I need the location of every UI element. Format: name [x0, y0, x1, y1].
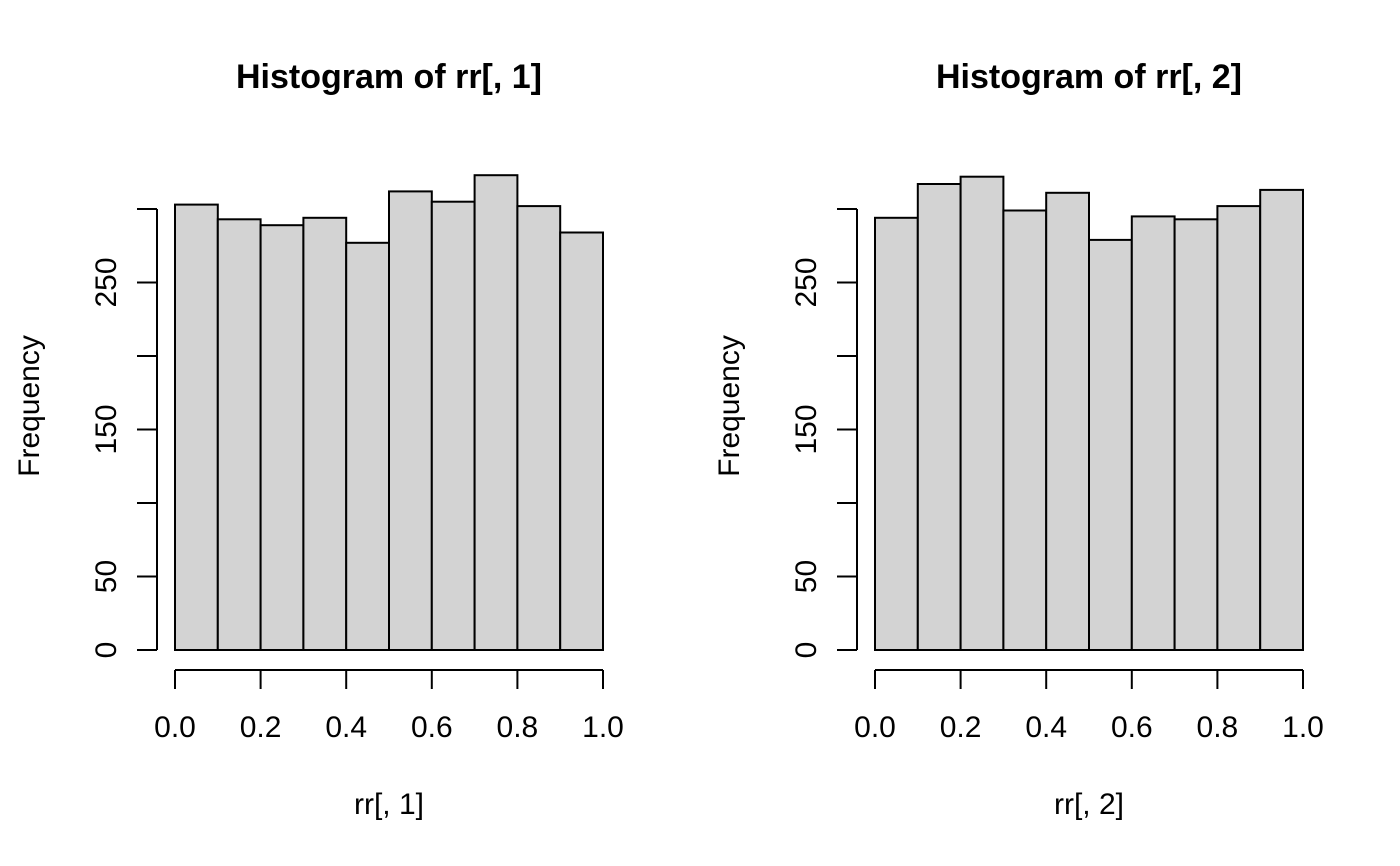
histogram-bar [1088, 238, 1133, 651]
histogram-rr2-svg: 0 50 150 250 0.0 0.2 0.4 0.6 0.8 1.0 [790, 175, 1324, 744]
histogram-bar [1045, 191, 1091, 652]
histogram-bar [916, 183, 962, 651]
y-tick-label: 150 [790, 404, 823, 454]
x-tick-label: 1.0 [1282, 711, 1324, 744]
x-tick-label: 0.2 [940, 711, 982, 744]
y-tick-label: 50 [790, 560, 823, 593]
x-tick-label: 0.8 [1197, 711, 1239, 744]
x-tick-label: 0.0 [854, 711, 896, 744]
histogram-bar [1130, 215, 1176, 651]
x-tick-label: 0.0 [154, 711, 196, 744]
histogram-bar [516, 205, 562, 651]
histogram-bar [1259, 188, 1305, 651]
histogram-bar [259, 224, 305, 651]
histogram-rr2: Histogram of rr[, 2] 0 50 150 250 0.0 0.2 0.4 0… [700, 0, 1400, 866]
histogram-bar [473, 174, 519, 651]
y-axis-title: Frequency [13, 335, 46, 477]
plot-title: Histogram of rr[, 1] [235, 58, 543, 96]
x-axis-title: rr[, 2] [1053, 788, 1124, 821]
x-tick-label: 0.2 [240, 711, 282, 744]
histogram-bar [345, 241, 391, 652]
plot-title: Histogram of rr[, 2] [935, 58, 1243, 96]
histogram-bar [216, 218, 262, 652]
histogram-rr1-svg: 0 50 150 250 0.0 0.2 0.4 0.6 0.8 1.0 [90, 174, 624, 744]
histogram-rr1: Histogram of rr[, 1] 0 50 150 250 0.0 0.2 0.4 0… [13, 58, 624, 821]
y-tick-label: 50 [90, 560, 123, 593]
histogram-bar [174, 203, 219, 651]
y-tick-label: 250 [790, 257, 823, 307]
x-tick-label: 0.4 [325, 711, 367, 744]
x-tick-label: 0.6 [411, 711, 453, 744]
x-axis-title: rr[, 1] [353, 788, 424, 821]
x-tick-label: 1.0 [582, 711, 624, 744]
x-tick-label: 0.8 [497, 711, 539, 744]
histogram-bar [1002, 209, 1048, 651]
histogram-bar [388, 190, 433, 651]
histogram-bar [430, 200, 476, 651]
x-tick-label: 0.4 [1025, 711, 1067, 744]
histogram-bar [959, 175, 1005, 651]
histogram-bar [1216, 205, 1262, 651]
y-axis-title: Frequency [713, 335, 746, 477]
histogram-bar [1173, 218, 1219, 652]
histogram-bar [559, 231, 605, 651]
y-tick-label: 0 [790, 642, 823, 659]
y-tick-label: 0 [90, 642, 123, 659]
y-tick-label: 250 [90, 257, 123, 307]
x-tick-label: 0.6 [1111, 711, 1153, 744]
histogram-bar [874, 216, 919, 652]
y-tick-label: 150 [90, 404, 123, 454]
histogram-bar [302, 216, 348, 652]
